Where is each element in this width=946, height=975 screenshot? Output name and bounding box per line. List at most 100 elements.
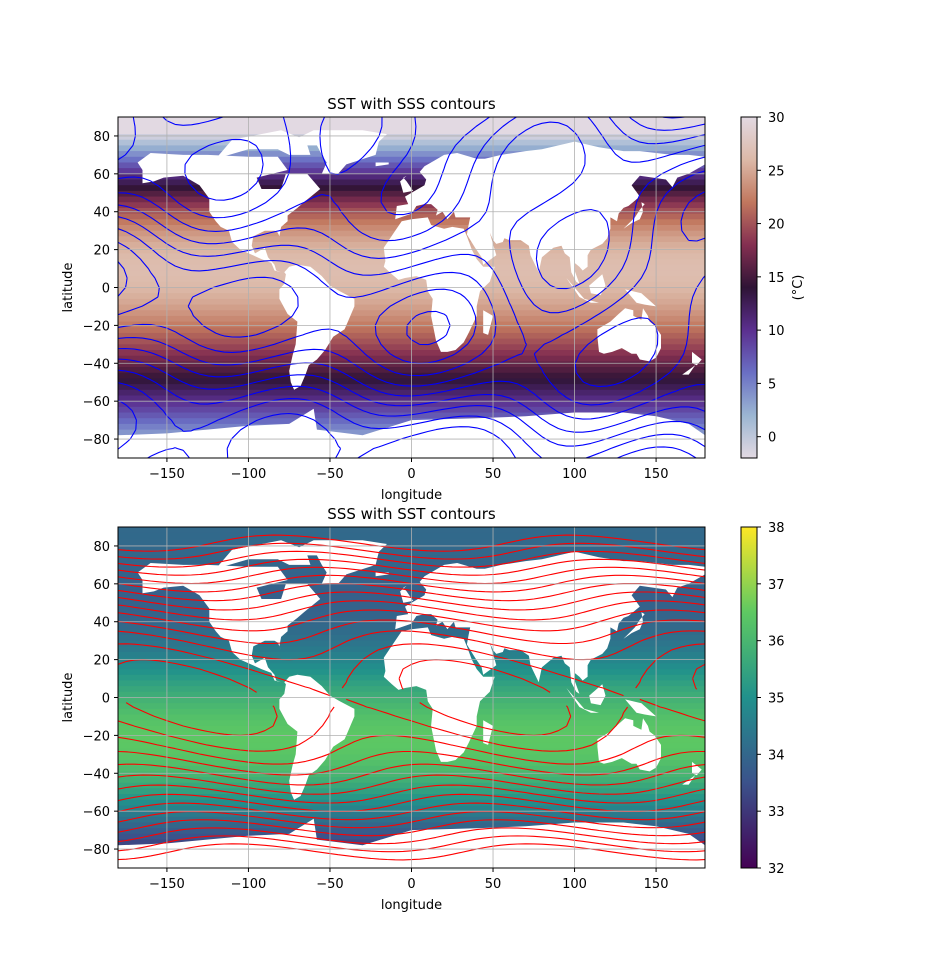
landmass [597,718,661,772]
y-tick-label: −60 [83,395,110,410]
x-axis-label: longitude [381,488,442,503]
x-tick-label: −150 [149,877,185,892]
y-tick-label: 80 [93,540,110,555]
contour-line-6 [118,191,705,388]
landmass [692,761,702,776]
x-tick-label: −50 [316,467,343,482]
contour-line-11 [118,630,705,765]
landmass [623,612,645,639]
colorbar-tick-label: 15 [768,271,785,286]
x-axis-label: longitude [381,898,442,913]
y-tick-label: −40 [83,767,110,782]
landmass [294,540,387,584]
contour-line-1 [118,117,705,458]
landmass [137,153,321,273]
grid [118,527,705,868]
landmass [589,274,606,296]
colorbar-tick-label: 10 [768,324,785,339]
colorbar-tick-label: 38 [768,521,785,536]
landmass [279,674,355,800]
landmass [294,130,387,174]
x-tick-label: 50 [485,877,502,892]
colorbar-tick-label: 36 [768,635,785,650]
landmass [395,141,705,284]
landmass [215,130,311,159]
landmass [483,720,493,745]
colorbar-label: (°C) [791,275,806,301]
contour-line-8 [118,261,451,346]
landmass [215,540,311,569]
colorbar-tick-label: 32 [768,862,785,877]
x-tick-label: 0 [407,877,415,892]
contour-line-3 [118,558,705,837]
y-axis-label: latitude [61,673,76,723]
landmass [625,699,657,717]
sst-map-panel: −150 −100 −50 0 50 100 150−80−60−40−2002040608… [61,95,806,503]
x-tick-label: 50 [485,467,502,482]
landmass [566,688,599,713]
chart-title: SST with SSS contours [327,95,496,113]
y-tick-label: 0 [102,692,110,707]
colorbar [740,116,758,459]
colorbar-tick-label: 20 [768,218,785,233]
landmass [279,264,355,390]
x-tick-label: 150 [644,467,669,482]
colorbar-tick-label: 35 [768,692,785,707]
y-tick-label: −60 [83,805,110,820]
contour-lines [118,534,705,861]
y-tick-label: 20 [93,244,110,259]
landmass [137,563,321,683]
y-tick-label: 20 [93,654,110,669]
chart-title: SSS with SST contours [327,505,496,523]
x-tick-label: 100 [562,877,587,892]
x-tick-label: −100 [231,877,267,892]
y-tick-label: 80 [93,130,110,145]
landmass [400,585,414,603]
x-tick-label: 0 [407,467,415,482]
y-tick-label: −80 [83,843,110,858]
x-tick-label: −100 [231,467,267,482]
landmass [625,289,657,307]
y-tick-label: 40 [93,616,110,631]
contour-line-2 [118,550,705,845]
y-tick-label: 40 [93,206,110,221]
landmass [597,308,661,362]
colorbar-tick-label: 5 [768,377,776,392]
colorbar-tick-label: 33 [768,805,785,820]
y-axis-label: latitude [61,263,76,313]
landmass [483,310,493,335]
sss-map-panel: −150 −100 −50 0 50 100 150 −80 −60 −40 −20 0 20 40 60 8… [61,505,785,913]
contour-line-4 [118,566,705,829]
landmass [682,365,696,375]
y-tick-label: 0 [102,282,110,297]
landmass [395,551,705,694]
landmass [623,202,645,229]
y-tick-label: 60 [93,578,110,593]
colorbar-tick-label: 25 [768,164,785,179]
y-tick-label: −20 [83,729,110,744]
colorbar-tick-label: 37 [768,578,785,593]
contour-line-9 [118,609,705,786]
landmass [589,684,606,706]
x-tick-label: 150 [644,877,669,892]
x-tick-label: −150 [149,467,185,482]
landmass [400,175,414,193]
contour-line-7 [118,591,705,804]
colorbar-tick-label: 30 [768,111,785,126]
landmass [375,162,389,167]
landmass [692,351,702,366]
x-tick-label: −50 [316,877,343,892]
x-tick-label: 100 [562,467,587,482]
grid [118,117,705,458]
colorbar-tick-label: 34 [768,748,785,763]
contour-line-8 [118,600,705,795]
contour-line-3 [118,117,705,433]
contour-line-12 [118,643,705,752]
colorbar-tick-label: 0 [768,431,776,446]
y-tick-label: −20 [83,319,110,334]
y-tick-label: −80 [83,433,110,448]
y-tick-label: −40 [83,357,110,372]
colorbar [740,526,758,869]
landmass [566,278,599,303]
